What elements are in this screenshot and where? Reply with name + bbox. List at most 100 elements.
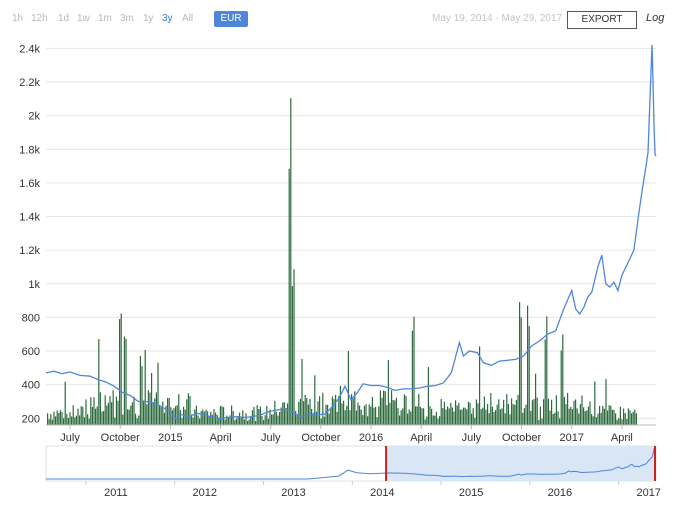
- range-1m-button[interactable]: 1m: [98, 13, 112, 24]
- volume-bar: [155, 392, 157, 425]
- volume-bar: [530, 410, 532, 425]
- range-all-button[interactable]: All: [182, 13, 194, 24]
- range-1w-button[interactable]: 1w: [77, 13, 90, 24]
- volume-bar: [415, 406, 417, 425]
- volume-bar: [615, 413, 617, 425]
- x-tick-label: 2017: [559, 432, 583, 444]
- volume-bar: [301, 359, 303, 425]
- volume-bar: [130, 405, 132, 425]
- volume-bar: [576, 408, 578, 425]
- volume-bar: [106, 405, 108, 425]
- range-1d-button[interactable]: 1d: [58, 13, 70, 24]
- volume-bar: [229, 415, 231, 425]
- volume-bar: [485, 409, 487, 425]
- volume-bar: [80, 406, 82, 425]
- x-tick-label: July: [60, 432, 80, 444]
- volume-bar: [85, 399, 87, 425]
- range-1h-button[interactable]: 1h: [12, 13, 24, 24]
- volume-bar: [251, 410, 253, 425]
- volume-bar: [427, 367, 429, 425]
- volume-bar: [488, 413, 490, 425]
- volume-bar: [400, 410, 402, 425]
- volume-bar: [421, 408, 423, 425]
- volume-bar: [303, 401, 305, 425]
- volume-bar: [520, 317, 522, 425]
- volume-bar: [344, 410, 346, 425]
- volume-bar: [312, 412, 314, 425]
- volume-bar: [379, 390, 381, 425]
- volume-bar: [186, 399, 188, 425]
- volume-bar: [280, 407, 282, 425]
- volume-bar: [285, 408, 287, 425]
- volume-bar: [527, 305, 529, 425]
- volume-bar: [591, 414, 593, 425]
- volume-bar: [122, 414, 124, 425]
- volume-bar: [506, 394, 508, 425]
- range-navigator[interactable]: 2011 2012 2013 2014 2015 2016 2017: [45, 445, 661, 499]
- volume-bar: [210, 411, 212, 425]
- volume-bar: [357, 402, 359, 425]
- volume-bar: [559, 418, 561, 425]
- volume-bar: [48, 419, 50, 425]
- volume-bar: [354, 391, 356, 425]
- volume-bar: [360, 409, 362, 425]
- volume-bar: [235, 418, 237, 425]
- volume-bar: [602, 406, 604, 425]
- volume-bar: [563, 396, 565, 425]
- navigator-selection[interactable]: [386, 446, 656, 481]
- volume-bar: [167, 398, 169, 425]
- volume-bar: [194, 409, 196, 425]
- x-axis: July October 2015 April July October 2016 April…: [60, 425, 633, 444]
- date-range-label: May 19, 2014 - May 29, 2017: [432, 13, 563, 24]
- volume-bar: [333, 399, 335, 425]
- log-scale-toggle[interactable]: Log: [646, 12, 665, 24]
- currency-eur-button[interactable]: EUR: [214, 11, 248, 27]
- volume-bar: [623, 408, 625, 425]
- volume-bar: [181, 417, 183, 425]
- volume-bar: [139, 356, 141, 425]
- volume-bar: [248, 419, 250, 425]
- volume-bar: [287, 403, 289, 425]
- volume-bar: [368, 404, 370, 425]
- volume-bar: [131, 402, 133, 425]
- volume-bar: [447, 406, 449, 425]
- volume-bar: [371, 396, 373, 425]
- navigator-tick-label: 2013: [281, 487, 305, 499]
- volume-bar: [207, 411, 209, 425]
- volume-bar: [495, 410, 497, 425]
- volume-bar: [149, 392, 151, 425]
- volume-bar: [224, 419, 226, 425]
- volume-bar: [610, 405, 612, 425]
- volume-bar: [386, 405, 388, 425]
- y-tick-label: 2.2k: [19, 77, 40, 89]
- volume-bar: [435, 411, 437, 425]
- range-3m-button[interactable]: 3m: [120, 13, 134, 24]
- volume-bar: [205, 409, 207, 425]
- volume-bar: [71, 416, 73, 425]
- volume-bar: [258, 409, 260, 425]
- volume-bar: [259, 406, 261, 425]
- volume-bar: [221, 406, 223, 425]
- volume-bar: [544, 339, 546, 425]
- volume-bar: [237, 416, 239, 425]
- volume-bar: [147, 390, 149, 425]
- volume-bar: [275, 411, 277, 425]
- volume-bar: [458, 402, 460, 425]
- volume-bar: [410, 411, 412, 425]
- volume-bar: [336, 411, 338, 425]
- navigator-tick-label: 2014: [370, 487, 394, 499]
- export-button[interactable]: EXPORT: [567, 11, 637, 29]
- volume-bar: [376, 417, 378, 425]
- volume-bar: [443, 401, 445, 425]
- range-1y-button[interactable]: 1y: [143, 13, 154, 24]
- volume-bar: [509, 414, 511, 425]
- volume-bar: [311, 408, 313, 425]
- range-12h-button[interactable]: 12h: [31, 13, 48, 24]
- volume-bar: [395, 397, 397, 425]
- volume-bar: [218, 418, 220, 425]
- volume-bar: [514, 404, 516, 425]
- range-3y-button[interactable]: 3y: [162, 13, 173, 24]
- volume-bar: [163, 412, 165, 425]
- volume-bar: [338, 396, 340, 425]
- volume-bar: [512, 404, 514, 425]
